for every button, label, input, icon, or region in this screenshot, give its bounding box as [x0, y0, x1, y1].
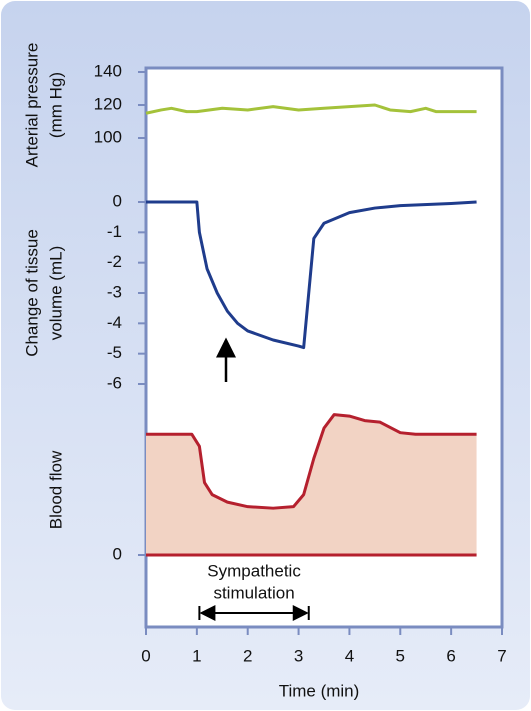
y-tick-label: -6 [107, 373, 122, 392]
y-tick-label: -4 [107, 313, 122, 332]
y-axis-label: (mm Hg) [46, 72, 65, 138]
y-tick-label: 140 [94, 61, 122, 80]
annotation: Sympathetic [207, 561, 301, 580]
y-axis-label: volume (mL) [46, 246, 65, 340]
x-axis-label: Time (min) [279, 681, 360, 700]
y-tick-label: 0 [113, 191, 122, 210]
x-tick-label: 2 [243, 646, 252, 665]
y-tick-label: -3 [107, 282, 122, 301]
line [145, 103, 477, 115]
y-tick-label: 0 [113, 544, 122, 563]
x-tick-label: 0 [141, 646, 150, 665]
x-tick-label: 6 [446, 646, 455, 665]
y-tick-label: 100 [94, 127, 122, 146]
x-tick-label: 4 [345, 646, 354, 665]
y-tick-label: -1 [107, 222, 122, 241]
line [146, 200, 477, 350]
y-tick-label: -5 [107, 343, 122, 362]
x-tick-label: 3 [294, 646, 303, 665]
x-tick-label: 1 [192, 646, 201, 665]
x-tick-label: 5 [396, 646, 405, 665]
y-axis-label: Blood flow [46, 450, 65, 529]
y-axis-label: Change of tissue [22, 229, 41, 357]
y-tick-label: -2 [107, 252, 122, 271]
area [146, 414, 477, 555]
x-tick-label: 7 [497, 646, 506, 665]
annotation: stimulation [213, 583, 294, 602]
line [146, 413, 477, 510]
y-tick-label: 120 [94, 94, 122, 113]
y-axis-label: Arterial pressure [22, 43, 41, 168]
